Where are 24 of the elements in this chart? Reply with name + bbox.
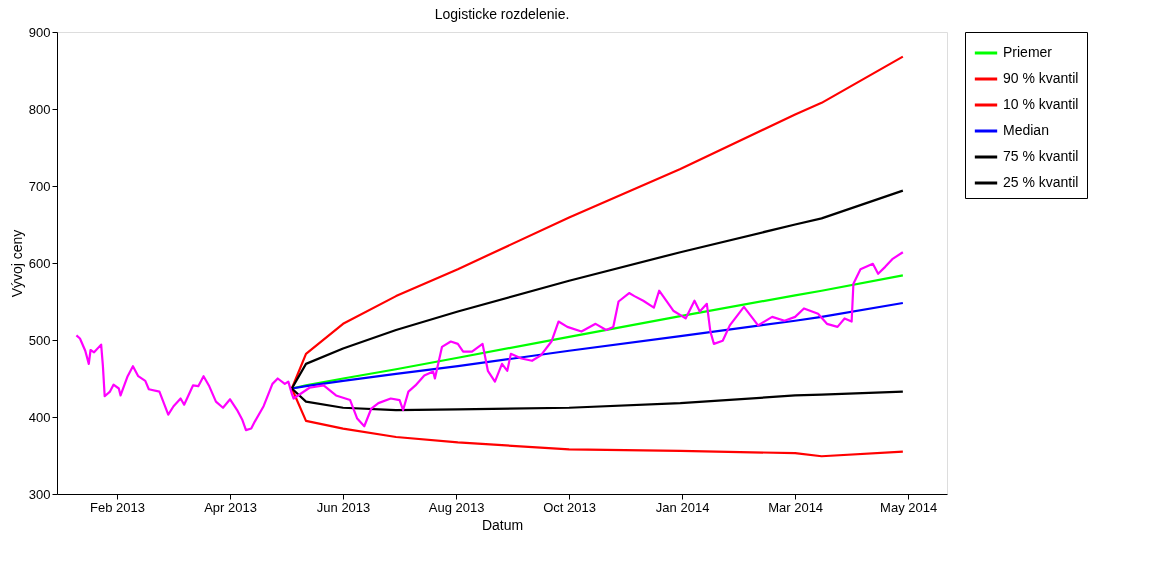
x-tick-label: Apr 2013 bbox=[204, 499, 257, 515]
x-tick-label: May 2014 bbox=[880, 499, 938, 515]
y-tick-label: 800 bbox=[28, 101, 51, 117]
y-axis-title: Vývoj ceny bbox=[8, 229, 25, 298]
x-tick-label: Feb 2013 bbox=[90, 499, 146, 515]
y-tick-label: 300 bbox=[28, 486, 51, 502]
x-axis-title: Datum bbox=[481, 516, 524, 533]
y-tick-label: 900 bbox=[28, 24, 51, 40]
legend-label: 90 % kvantil bbox=[1003, 70, 1079, 86]
legend-label: Priemer bbox=[1003, 44, 1053, 60]
chart-title: Logisticke rozdelenie. bbox=[434, 6, 570, 22]
x-tick-label: Jan 2014 bbox=[655, 499, 710, 515]
x-tick-label: Mar 2014 bbox=[768, 499, 824, 515]
x-tick-label: Oct 2013 bbox=[543, 499, 596, 515]
x-tick-label: Jun 2013 bbox=[316, 499, 371, 515]
y-tick-label: 700 bbox=[28, 178, 51, 194]
legend-label: 75 % kvantil bbox=[1003, 148, 1079, 164]
x-tick-label: Aug 2013 bbox=[428, 499, 485, 515]
y-tick-label: 600 bbox=[28, 255, 51, 271]
y-tick-label: 500 bbox=[28, 332, 51, 348]
legend-label: Median bbox=[1003, 122, 1049, 138]
legend-label: 25 % kvantil bbox=[1003, 174, 1079, 190]
y-tick-label: 400 bbox=[28, 409, 51, 425]
legend-label: 10 % kvantil bbox=[1003, 96, 1079, 112]
